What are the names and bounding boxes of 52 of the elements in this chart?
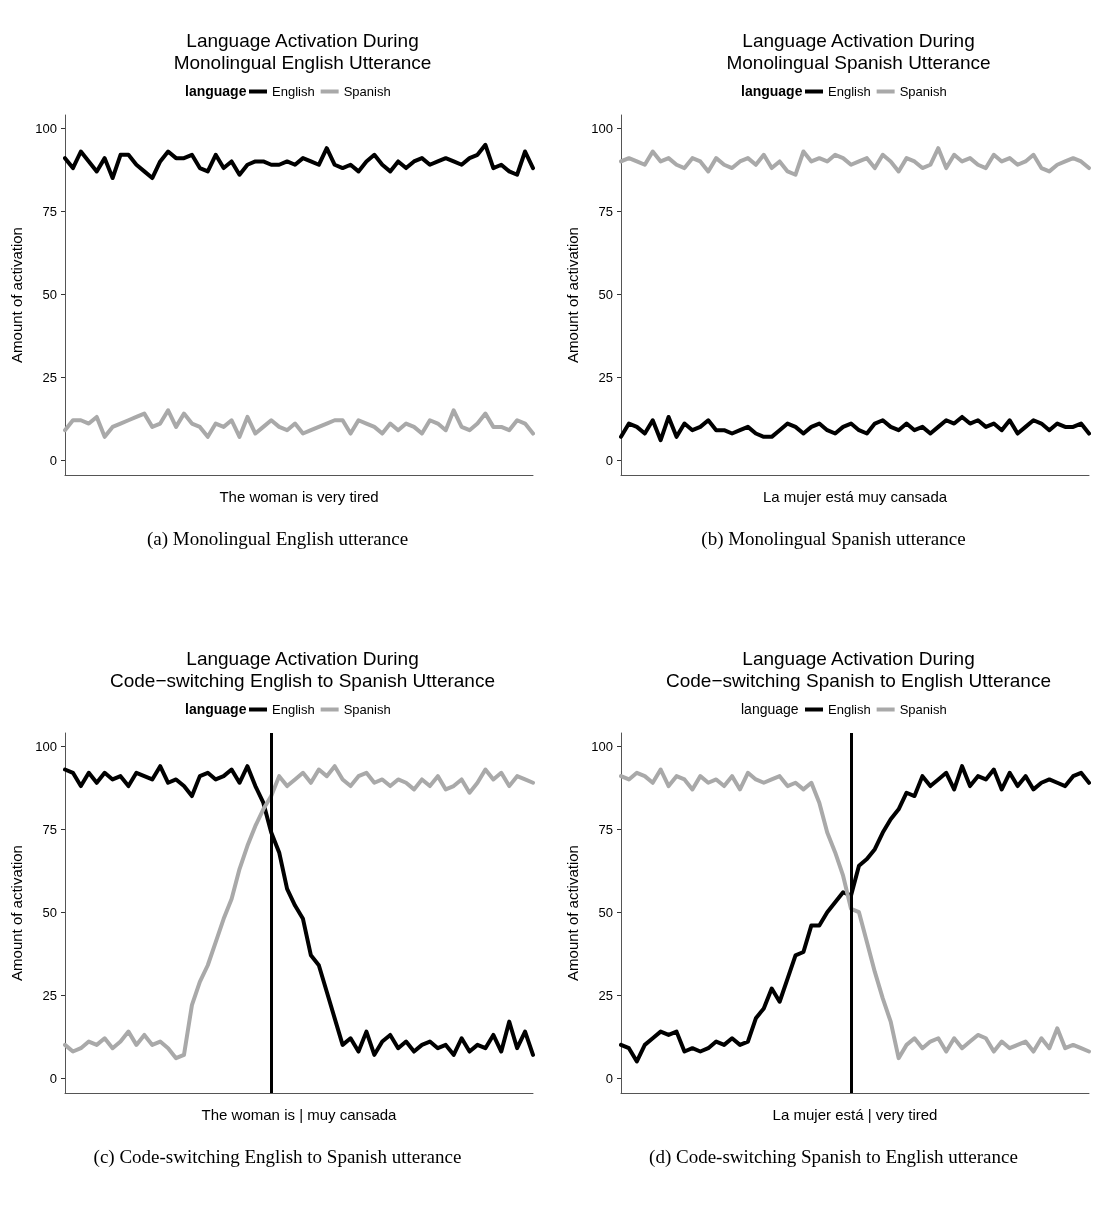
legend-label: Spanish — [343, 702, 391, 717]
legend-label: Spanish — [899, 702, 947, 717]
legend-title: language — [741, 83, 803, 99]
y-tick-label: 50 — [42, 286, 57, 302]
legend-title: language — [741, 701, 799, 717]
y-tick-label: 100 — [35, 120, 57, 136]
y-tick-label: 100 — [591, 120, 613, 136]
y-tick-label: 25 — [42, 369, 57, 385]
y-tick-label: 75 — [42, 203, 57, 219]
text: (b) Monolingual Spanish utterance — [700, 528, 967, 550]
chart-title: Language Activation During Monolingual Spanish Utterance — [726, 29, 991, 73]
y-tick-label: 100 — [591, 738, 613, 754]
legend-title: language — [185, 701, 247, 717]
x-axis-title: The woman is very tired — [219, 488, 379, 505]
y-axis-title: Amount of activation — [564, 227, 582, 363]
x-axis-title: La mujer está | very tired — [772, 1106, 938, 1123]
y-tick-label: 75 — [42, 821, 57, 837]
line-series — [63, 408, 535, 439]
y-tick-label: 25 — [42, 987, 57, 1003]
y-axis-title: Amount of activation — [564, 845, 582, 981]
line-series — [63, 142, 535, 181]
y-tick-label: 75 — [598, 821, 613, 837]
chart-title: Language Activation During Code−switching English to Spanish Utterance — [110, 647, 495, 691]
x-axis-title: La mujer está muy cansada — [762, 488, 948, 505]
legend-label: Spanish — [343, 84, 391, 99]
text: (c) Code-switching English to Spanish utterance — [92, 1146, 463, 1168]
text: (a) Monolingual English utterance — [145, 528, 410, 550]
x-axis-title: The woman is | muy cansada — [201, 1106, 398, 1123]
line-series — [619, 146, 1091, 177]
chart-title: Language Activation During Monolingual English Utterance — [173, 29, 432, 73]
line-series — [619, 414, 1091, 443]
y-axis-title: Amount of activation — [8, 845, 26, 981]
legend-label: English — [828, 702, 871, 717]
y-tick-label: 50 — [598, 904, 613, 920]
y-tick-label: 100 — [35, 738, 57, 754]
legend-label: English — [828, 84, 871, 99]
y-tick-label: 0 — [605, 1070, 613, 1086]
y-tick-label: 0 — [49, 452, 57, 468]
chart-title: Language Activation During Code−switching Spanish to English Utterance — [666, 647, 1051, 691]
y-axis-title: Amount of activation — [8, 227, 26, 363]
y-tick-label: 0 — [49, 1070, 57, 1086]
y-tick-label: 75 — [598, 203, 613, 219]
y-tick-label: 25 — [598, 369, 613, 385]
y-tick-label: 25 — [598, 987, 613, 1003]
legend-label: Spanish — [899, 84, 947, 99]
legend-title: language — [185, 83, 247, 99]
legend-label: English — [272, 702, 315, 717]
y-tick-label: 50 — [598, 286, 613, 302]
y-tick-label: 0 — [605, 452, 613, 468]
legend-label: English — [272, 84, 315, 99]
text: (d) Code-switching Spanish to English utterance — [648, 1146, 1019, 1168]
y-tick-label: 50 — [42, 904, 57, 920]
